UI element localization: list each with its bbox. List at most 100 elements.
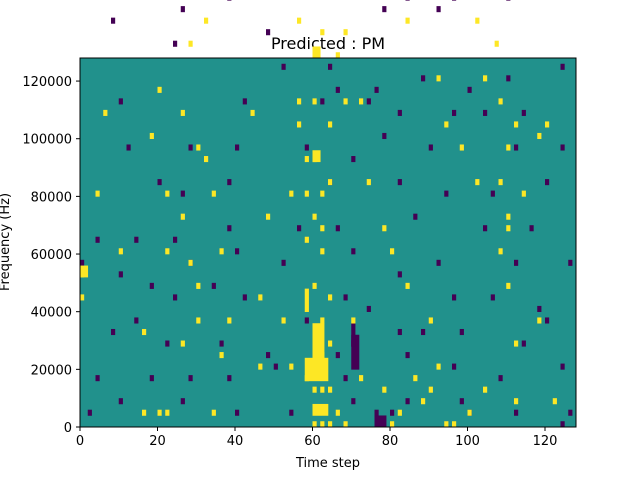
high-value-cell — [312, 46, 321, 59]
high-value-cell — [320, 190, 325, 197]
low-value-cell — [397, 109, 402, 116]
high-value-cell — [304, 357, 329, 382]
y-tick-label: 40000 — [31, 306, 72, 321]
high-value-cell — [297, 121, 302, 128]
high-value-cell — [390, 248, 395, 255]
high-value-cell — [180, 213, 185, 220]
high-value-cell — [297, 98, 302, 105]
high-value-cell — [328, 421, 333, 428]
high-value-cell — [289, 363, 294, 370]
high-value-cell — [297, 17, 302, 24]
high-value-cell — [328, 179, 333, 186]
high-value-cell — [211, 190, 216, 197]
low-value-cell — [281, 63, 286, 70]
low-value-cell — [506, 75, 511, 82]
low-value-cell — [227, 225, 232, 232]
high-value-cell — [289, 190, 294, 197]
low-value-cell — [281, 259, 286, 266]
low-value-cell — [452, 294, 457, 301]
low-value-cell — [320, 98, 325, 105]
high-value-cell — [494, 40, 499, 47]
high-value-cell — [521, 190, 526, 197]
x-tick-label: 40 — [227, 434, 244, 449]
high-value-cell — [343, 29, 348, 36]
low-value-cell — [374, 415, 387, 428]
high-value-cell — [180, 109, 185, 116]
low-value-cell — [134, 317, 139, 324]
y-tick-label: 0 — [64, 421, 72, 436]
low-value-cell — [134, 236, 139, 243]
low-value-cell — [173, 40, 178, 47]
high-value-cell — [452, 421, 457, 428]
high-value-cell — [382, 225, 387, 232]
low-value-cell — [537, 305, 542, 312]
low-value-cell — [149, 375, 154, 382]
low-value-cell — [242, 294, 247, 301]
low-value-cell — [560, 144, 565, 151]
high-value-cell — [312, 421, 317, 428]
low-value-cell — [235, 409, 240, 416]
high-value-cell — [312, 386, 317, 393]
high-value-cell — [320, 29, 325, 36]
low-value-cell — [483, 225, 488, 232]
low-value-cell — [180, 190, 185, 197]
low-value-cell — [421, 75, 426, 82]
low-value-cell — [118, 398, 123, 405]
high-value-cell — [328, 340, 333, 347]
low-value-cell — [506, 0, 511, 1]
high-value-cell — [498, 98, 503, 105]
low-value-cell — [428, 144, 433, 151]
low-value-cell — [343, 375, 348, 382]
low-value-cell — [382, 132, 387, 140]
low-value-cell — [219, 340, 224, 347]
low-value-cell — [568, 409, 573, 416]
high-value-cell — [266, 213, 271, 220]
y-axis-ticks: 0 20000 40000 60000 80000 100000 120000 — [22, 75, 80, 436]
low-value-cell — [80, 259, 85, 266]
low-value-cell — [560, 421, 565, 428]
low-value-cell — [366, 305, 371, 312]
high-value-cell — [421, 398, 426, 405]
high-value-cell — [382, 386, 387, 393]
x-axis-ticks: 0 20 40 60 80 100 120 — [76, 427, 557, 449]
low-value-cell — [266, 29, 271, 36]
low-value-cell — [467, 86, 472, 93]
high-value-cell — [498, 248, 503, 255]
high-value-cell — [436, 75, 441, 82]
high-value-cell — [312, 282, 317, 289]
high-value-cell — [335, 409, 340, 416]
high-value-cell — [545, 121, 550, 128]
low-value-cell — [545, 179, 550, 186]
high-value-cell — [483, 75, 488, 82]
low-value-cell — [95, 236, 100, 243]
high-value-cell — [103, 109, 108, 116]
low-value-cell — [459, 398, 464, 405]
y-tick-label: 20000 — [31, 363, 72, 378]
high-value-cell — [157, 409, 162, 416]
x-axis-label: Time step — [295, 456, 360, 471]
low-value-cell — [304, 317, 309, 324]
high-value-cell — [506, 144, 511, 151]
low-value-cell — [382, 6, 387, 13]
low-value-cell — [95, 375, 100, 382]
low-value-cell — [514, 144, 519, 151]
high-value-cell — [328, 386, 333, 393]
low-value-cell — [126, 144, 131, 151]
high-value-cell — [413, 375, 418, 382]
high-value-cell — [149, 132, 154, 140]
low-value-cell — [397, 179, 402, 186]
high-value-cell — [475, 17, 480, 24]
high-value-cell — [514, 398, 519, 405]
high-value-cell — [250, 109, 255, 116]
low-value-cell — [405, 0, 410, 1]
low-value-cell — [374, 86, 379, 93]
high-value-cell — [343, 98, 348, 105]
high-value-cell — [343, 421, 348, 428]
low-value-cell — [374, 409, 379, 416]
high-value-cell — [80, 294, 85, 301]
high-value-cell — [304, 156, 309, 163]
x-tick-label: 100 — [455, 434, 480, 449]
low-value-cell — [173, 236, 178, 243]
low-value-cell — [266, 352, 271, 359]
